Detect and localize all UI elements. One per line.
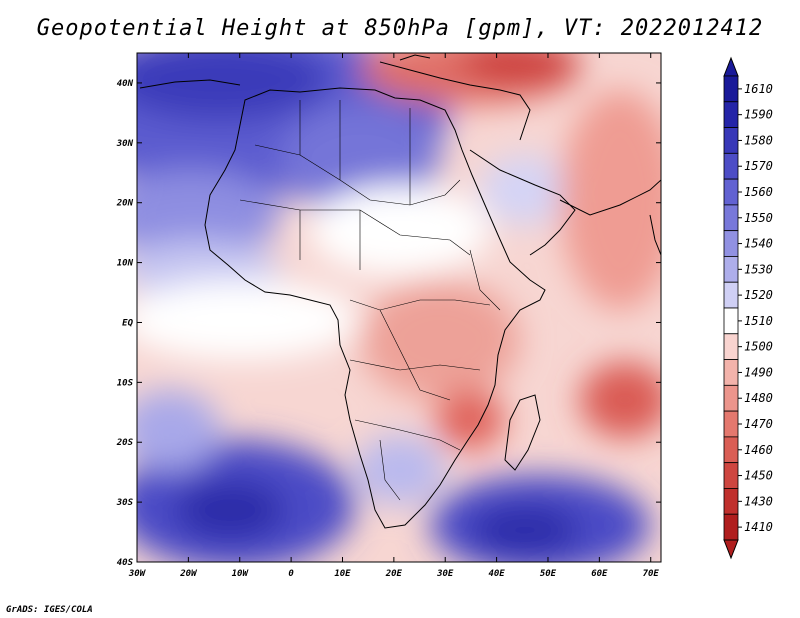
colorbar-label: 1580 <box>744 133 773 147</box>
lat-label: EQ <box>122 318 133 328</box>
colorbar-bottom-arrow <box>723 539 739 560</box>
lat-label: 40S <box>117 558 134 568</box>
colorbar-swatch <box>723 488 739 515</box>
colorbar-label: 1530 <box>744 262 773 276</box>
colorbar-swatch <box>723 230 739 257</box>
colorbar-swatch <box>723 152 739 180</box>
map-frame <box>136 52 662 563</box>
colorbar-swatch <box>723 178 739 206</box>
colorbar-swatch <box>723 256 739 283</box>
lon-label: 0 <box>288 569 294 579</box>
colorbar-label: 1540 <box>744 237 773 251</box>
colorbar-top-arrow <box>723 56 739 77</box>
lat-label: 30N <box>116 139 134 149</box>
colorbar-swatch <box>723 127 739 154</box>
colorbar-label: 1570 <box>744 159 773 173</box>
lon-label: 20W <box>179 569 198 579</box>
lon-label: 10E <box>334 569 351 579</box>
lon-label: 10W <box>232 569 250 579</box>
colorbar-swatch <box>723 359 739 386</box>
lat-label: 10S <box>117 378 134 388</box>
colorbar-swatch <box>723 513 739 541</box>
colorbar-label: 1610 <box>744 82 773 96</box>
colorbar-label: 1410 <box>744 520 773 534</box>
lat-label: 20S <box>116 438 134 448</box>
country-borders <box>239 100 501 501</box>
colorbar: 1610 1590 1580 1570 1560 1550 1540 1530 1520 1510… <box>723 56 773 560</box>
colorbar-swatch <box>723 204 739 232</box>
colorbar-label: 1490 <box>744 365 773 379</box>
lat-label: 30S <box>116 498 134 508</box>
colorbar-swatch <box>723 281 739 309</box>
colorbar-swatch <box>723 75 739 103</box>
lon-label: 30W <box>128 569 147 579</box>
colorbar-label: 1500 <box>744 340 773 354</box>
longitude-axis: 30W 20W 10W 0 10E 20E 30E 40E 50E 60E 70E <box>128 53 660 579</box>
lon-label: 20E <box>385 569 403 579</box>
lat-label: 20N <box>116 199 134 209</box>
colorbar-label: 1560 <box>744 185 773 199</box>
height-field <box>137 53 661 562</box>
colorbar-label: 1430 <box>744 494 773 508</box>
colorbar-swatch <box>723 436 739 464</box>
colorbar-swatch <box>723 333 739 360</box>
colorbar-swatch <box>723 462 739 489</box>
lat-label: 10N <box>117 259 134 269</box>
coastlines <box>139 54 661 529</box>
colorbar-label: 1520 <box>744 288 773 302</box>
lon-label: 70E <box>643 569 660 579</box>
colorbar-label: 1470 <box>744 417 773 431</box>
colorbar-label: 1510 <box>744 314 773 328</box>
colorbar-label: 1550 <box>744 211 773 225</box>
colorbar-label: 1460 <box>744 443 773 457</box>
lon-label: 60E <box>591 569 608 579</box>
map-title: Geopotential Height at 850hPa [gpm], VT:… <box>36 16 764 41</box>
latitude-axis: 40N 30N 20N 10N EQ 10S 20S 30S 40S <box>116 79 661 568</box>
lat-label: 40N <box>117 79 134 89</box>
colorbar-label: 1450 <box>744 469 773 483</box>
colorbar-swatch <box>723 101 739 128</box>
colorbar-swatch <box>723 384 739 412</box>
footer-credit: GrADS: IGES/COLA <box>6 605 93 615</box>
colorbar-swatch <box>723 410 739 438</box>
colorbar-label: 1480 <box>744 391 773 405</box>
colorbar-swatch <box>723 307 739 335</box>
lon-label: 50E <box>540 569 557 579</box>
lon-label: 40E <box>488 569 505 579</box>
colorbar-label: 1590 <box>744 108 773 122</box>
lon-label: 30E <box>436 569 454 579</box>
